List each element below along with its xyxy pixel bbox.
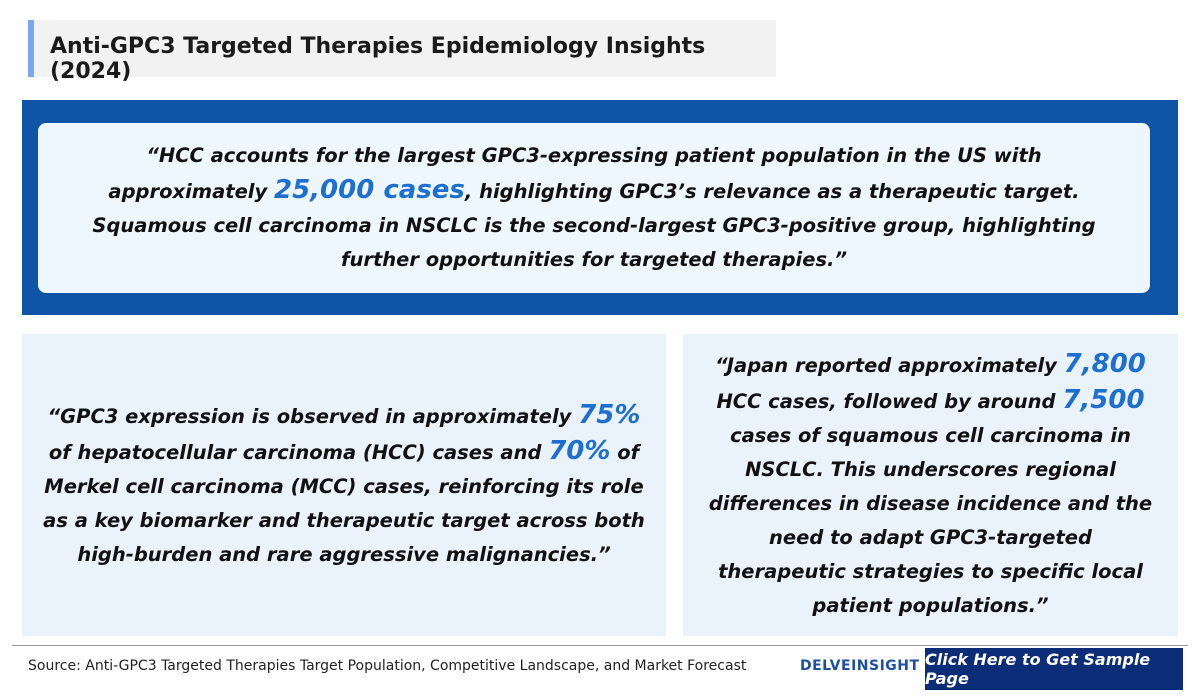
quote-text: of hepatocellular carcinoma (HCC) cases … (48, 441, 549, 464)
quote-text: , highlighting GPC3’s relevance as a the… (92, 180, 1096, 271)
quote-card: “Japan reported approximately 7,800 HCC … (683, 334, 1178, 636)
quote-text: “GPC3 expression is observed in approxim… (47, 405, 579, 428)
highlight: 25,000 cases (273, 175, 465, 205)
highlight: 75% (578, 400, 641, 430)
quote-text: cases of squamous cell carcinoma in NSCL… (708, 424, 1153, 617)
card-quote: “Japan reported approximately 7,800 HCC … (705, 347, 1156, 623)
highlight: 70% (548, 436, 611, 466)
main-quote: “HCC accounts for the largest GPC3-expre… (68, 139, 1120, 277)
card-quote: “GPC3 expression is observed in approxim… (40, 398, 648, 572)
source: Source: Anti-GPC3 Targeted Therapies Tar… (28, 658, 747, 674)
main-quote-box: “HCC accounts for the largest GPC3-expre… (38, 123, 1150, 293)
quote-text: of Merkel cell carcinoma (MCC) cases, re… (43, 441, 645, 566)
quote-card: “GPC3 expression is observed in approxim… (22, 334, 666, 636)
sample-button[interactable]: Click Here to Get Sample Page (925, 648, 1183, 690)
quote-text: “HCC accounts for the largest GPC3-expre… (108, 144, 1042, 203)
title: Anti-GPC3 Targeted Therapies Epidemiolog… (28, 20, 776, 84)
logo: DELVEINSIGHT (800, 658, 920, 674)
divider (12, 645, 1188, 646)
highlight: 7,500 (1062, 385, 1145, 415)
quote-text: “Japan reported approximately (715, 354, 1064, 377)
highlight: 7,800 (1063, 349, 1146, 379)
quote-text: HCC cases, followed by around (716, 390, 1063, 413)
